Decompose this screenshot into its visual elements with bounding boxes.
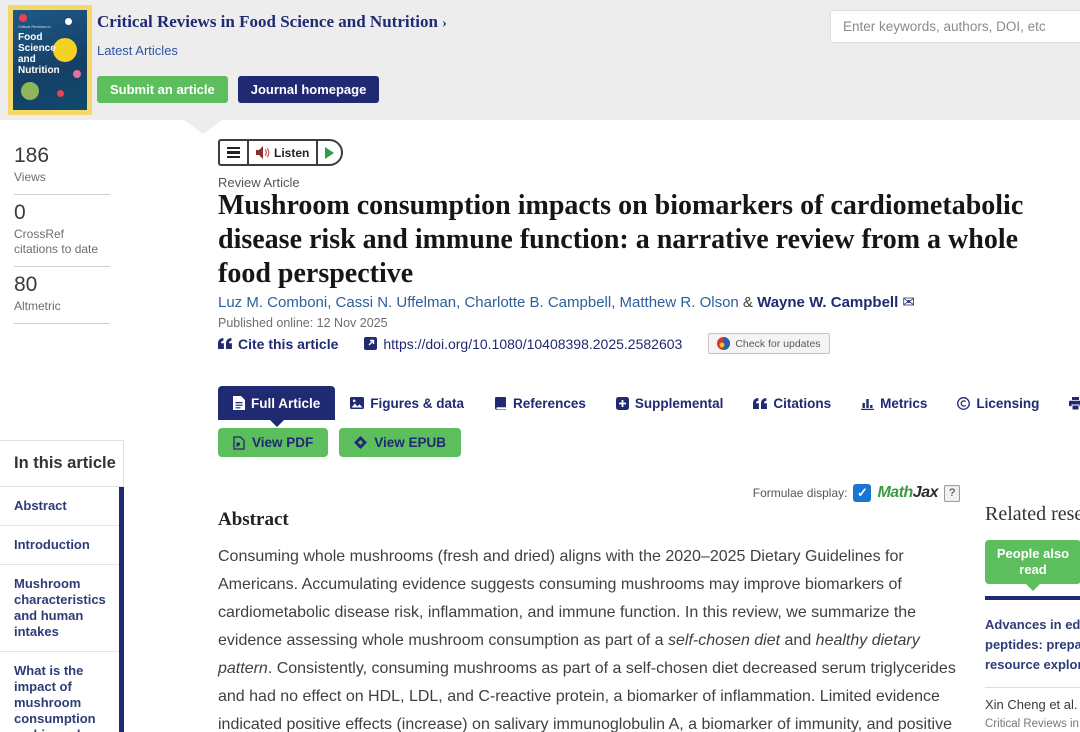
mathjax-checkbox[interactable]: ✓ xyxy=(853,484,872,502)
printer-icon xyxy=(1069,396,1080,410)
crossref-metric: 0 CrossRef citations to date xyxy=(14,195,110,267)
view-pdf-button[interactable]: View PDF xyxy=(218,428,329,457)
rail-divider xyxy=(985,687,1080,688)
tab-supplemental[interactable]: Supplemental xyxy=(601,386,739,420)
latest-articles-link[interactable]: Latest Articles xyxy=(97,43,178,58)
article-title: Mushroom consumption impacts on biomarke… xyxy=(218,190,1024,289)
speaker-icon xyxy=(256,146,270,159)
book-icon xyxy=(495,396,507,410)
article-metrics: 186 Views 0 CrossRef citations to date 8… xyxy=(14,138,110,324)
author-names[interactable]: Luz M. Comboni, Cassi N. Uffelman, Charl… xyxy=(218,294,739,311)
mathjax-logo: MathJax xyxy=(877,484,938,501)
copyright-icon xyxy=(957,396,971,410)
related-article-authors: Xin Cheng et al. xyxy=(985,697,1078,712)
document-icon xyxy=(233,396,245,410)
crossref-count: 0 xyxy=(14,201,26,224)
toc-scroll-indicator[interactable] xyxy=(119,487,124,732)
views-metric: 186 Views xyxy=(14,138,110,195)
plus-icon xyxy=(615,396,629,410)
external-link-icon xyxy=(364,337,378,350)
published-date: Published online: 12 Nov 2025 xyxy=(218,316,388,330)
epub-icon xyxy=(354,436,368,449)
search-input[interactable] xyxy=(830,10,1080,43)
altmetric-label: Altmetric xyxy=(14,299,61,313)
listen-label: Listen xyxy=(274,145,310,160)
listen-menu-button[interactable] xyxy=(220,141,249,164)
journal-header: Critical Reviews in Food Science and Nut… xyxy=(0,0,1080,120)
related-article-journal: Critical Reviews in xyxy=(985,718,1079,730)
quote-icon xyxy=(753,397,768,409)
rail-top-border xyxy=(985,596,1080,600)
submit-article-button[interactable]: Submit an article xyxy=(97,76,228,103)
author-list[interactable]: Luz M. Comboni, Cassi N. Uffelman, Charl… xyxy=(218,294,915,311)
hamburger-icon xyxy=(227,146,240,159)
views-label: Views xyxy=(14,170,46,184)
abstract-heading: Abstract xyxy=(218,509,289,530)
toc-item-impact-biomarkers[interactable]: What is the impact of mushroom consumpti… xyxy=(14,663,104,732)
tab-full-article[interactable]: Full Article xyxy=(218,386,336,427)
related-research-rail: Related research People also read Advanc… xyxy=(985,503,1080,732)
tab-licensing[interactable]: Licensing xyxy=(942,386,1054,420)
quote-icon xyxy=(218,338,232,349)
pdf-icon xyxy=(233,435,245,450)
listen-widget: Listen xyxy=(218,139,344,166)
views-count: 186 xyxy=(14,144,50,167)
toc-heading: In this article xyxy=(0,441,124,486)
tab-metrics[interactable]: Metrics xyxy=(846,386,942,420)
related-research-heading: Related research xyxy=(985,503,1080,525)
toc-item-mushroom-characteristics[interactable]: Mushroom characteristics and human intak… xyxy=(0,565,124,652)
cite-this-article-button[interactable]: Cite this article xyxy=(218,336,338,352)
corresponding-author[interactable]: Wayne W. Campbell xyxy=(757,294,899,311)
journal-info: Critical Reviews in Food Science and Nut… xyxy=(97,12,447,58)
view-buttons: View PDF View EPUB xyxy=(218,428,462,457)
listen-play-button[interactable] xyxy=(318,141,341,164)
listen-button[interactable]: Listen xyxy=(249,141,319,164)
doi-link[interactable]: https://doi.org/10.1080/10408398.2025.25… xyxy=(364,336,682,352)
view-epub-button[interactable]: View EPUB xyxy=(339,428,462,457)
journal-homepage-button[interactable]: Journal homepage xyxy=(237,76,380,103)
cite-row: Cite this article https://doi.org/10.108… xyxy=(218,333,830,354)
journal-cover-art: Critical Reviews in Food Science and Nut… xyxy=(13,10,87,110)
related-article-title[interactable]: Advances in edible peptides: preparation… xyxy=(985,617,1080,672)
tab-reprints-permissions[interactable]: Reprints & Permissions xyxy=(1054,386,1080,420)
altmetric-metric: 80 Altmetric xyxy=(14,267,110,324)
journal-cover-image[interactable]: Critical Reviews in Food Science and Nut… xyxy=(8,5,92,115)
abstract-text: Consuming whole mushrooms (fresh and dri… xyxy=(218,548,956,732)
crossref-label: CrossRef citations to date xyxy=(14,227,99,256)
header-pointer-triangle xyxy=(184,120,222,134)
mathjax-help-button[interactable]: ? xyxy=(944,484,960,502)
toc-item-abstract[interactable]: Abstract xyxy=(0,487,124,526)
bar-chart-icon xyxy=(861,398,875,410)
envelope-icon[interactable]: ✉ xyxy=(902,294,915,311)
people-also-read-tab[interactable]: People also read xyxy=(985,540,1080,591)
article-type-label: Review Article xyxy=(218,175,300,190)
tab-citations[interactable]: Citations xyxy=(738,386,846,420)
tab-references[interactable]: References xyxy=(479,386,601,420)
formulae-display-control: Formulae display: ✓ MathJax ? xyxy=(700,484,960,502)
play-icon xyxy=(325,146,335,159)
image-icon xyxy=(350,397,365,409)
chevron-right-icon: › xyxy=(442,16,447,31)
formulae-label: Formulae display: xyxy=(752,486,848,500)
toc-item-introduction[interactable]: Introduction xyxy=(0,526,124,565)
altmetric-count: 80 xyxy=(14,273,38,296)
check-for-updates-badge[interactable]: Check for updates xyxy=(708,333,830,354)
crossmark-icon xyxy=(717,337,731,350)
in-this-article-sidebar: In this article Abstract Introduction Mu… xyxy=(0,440,124,732)
article-tab-bar: Full Article Figures & data References S… xyxy=(218,386,1080,427)
journal-title-link[interactable]: Critical Reviews in Food Science and Nut… xyxy=(97,12,447,31)
tab-figures-data[interactable]: Figures & data xyxy=(335,386,479,420)
